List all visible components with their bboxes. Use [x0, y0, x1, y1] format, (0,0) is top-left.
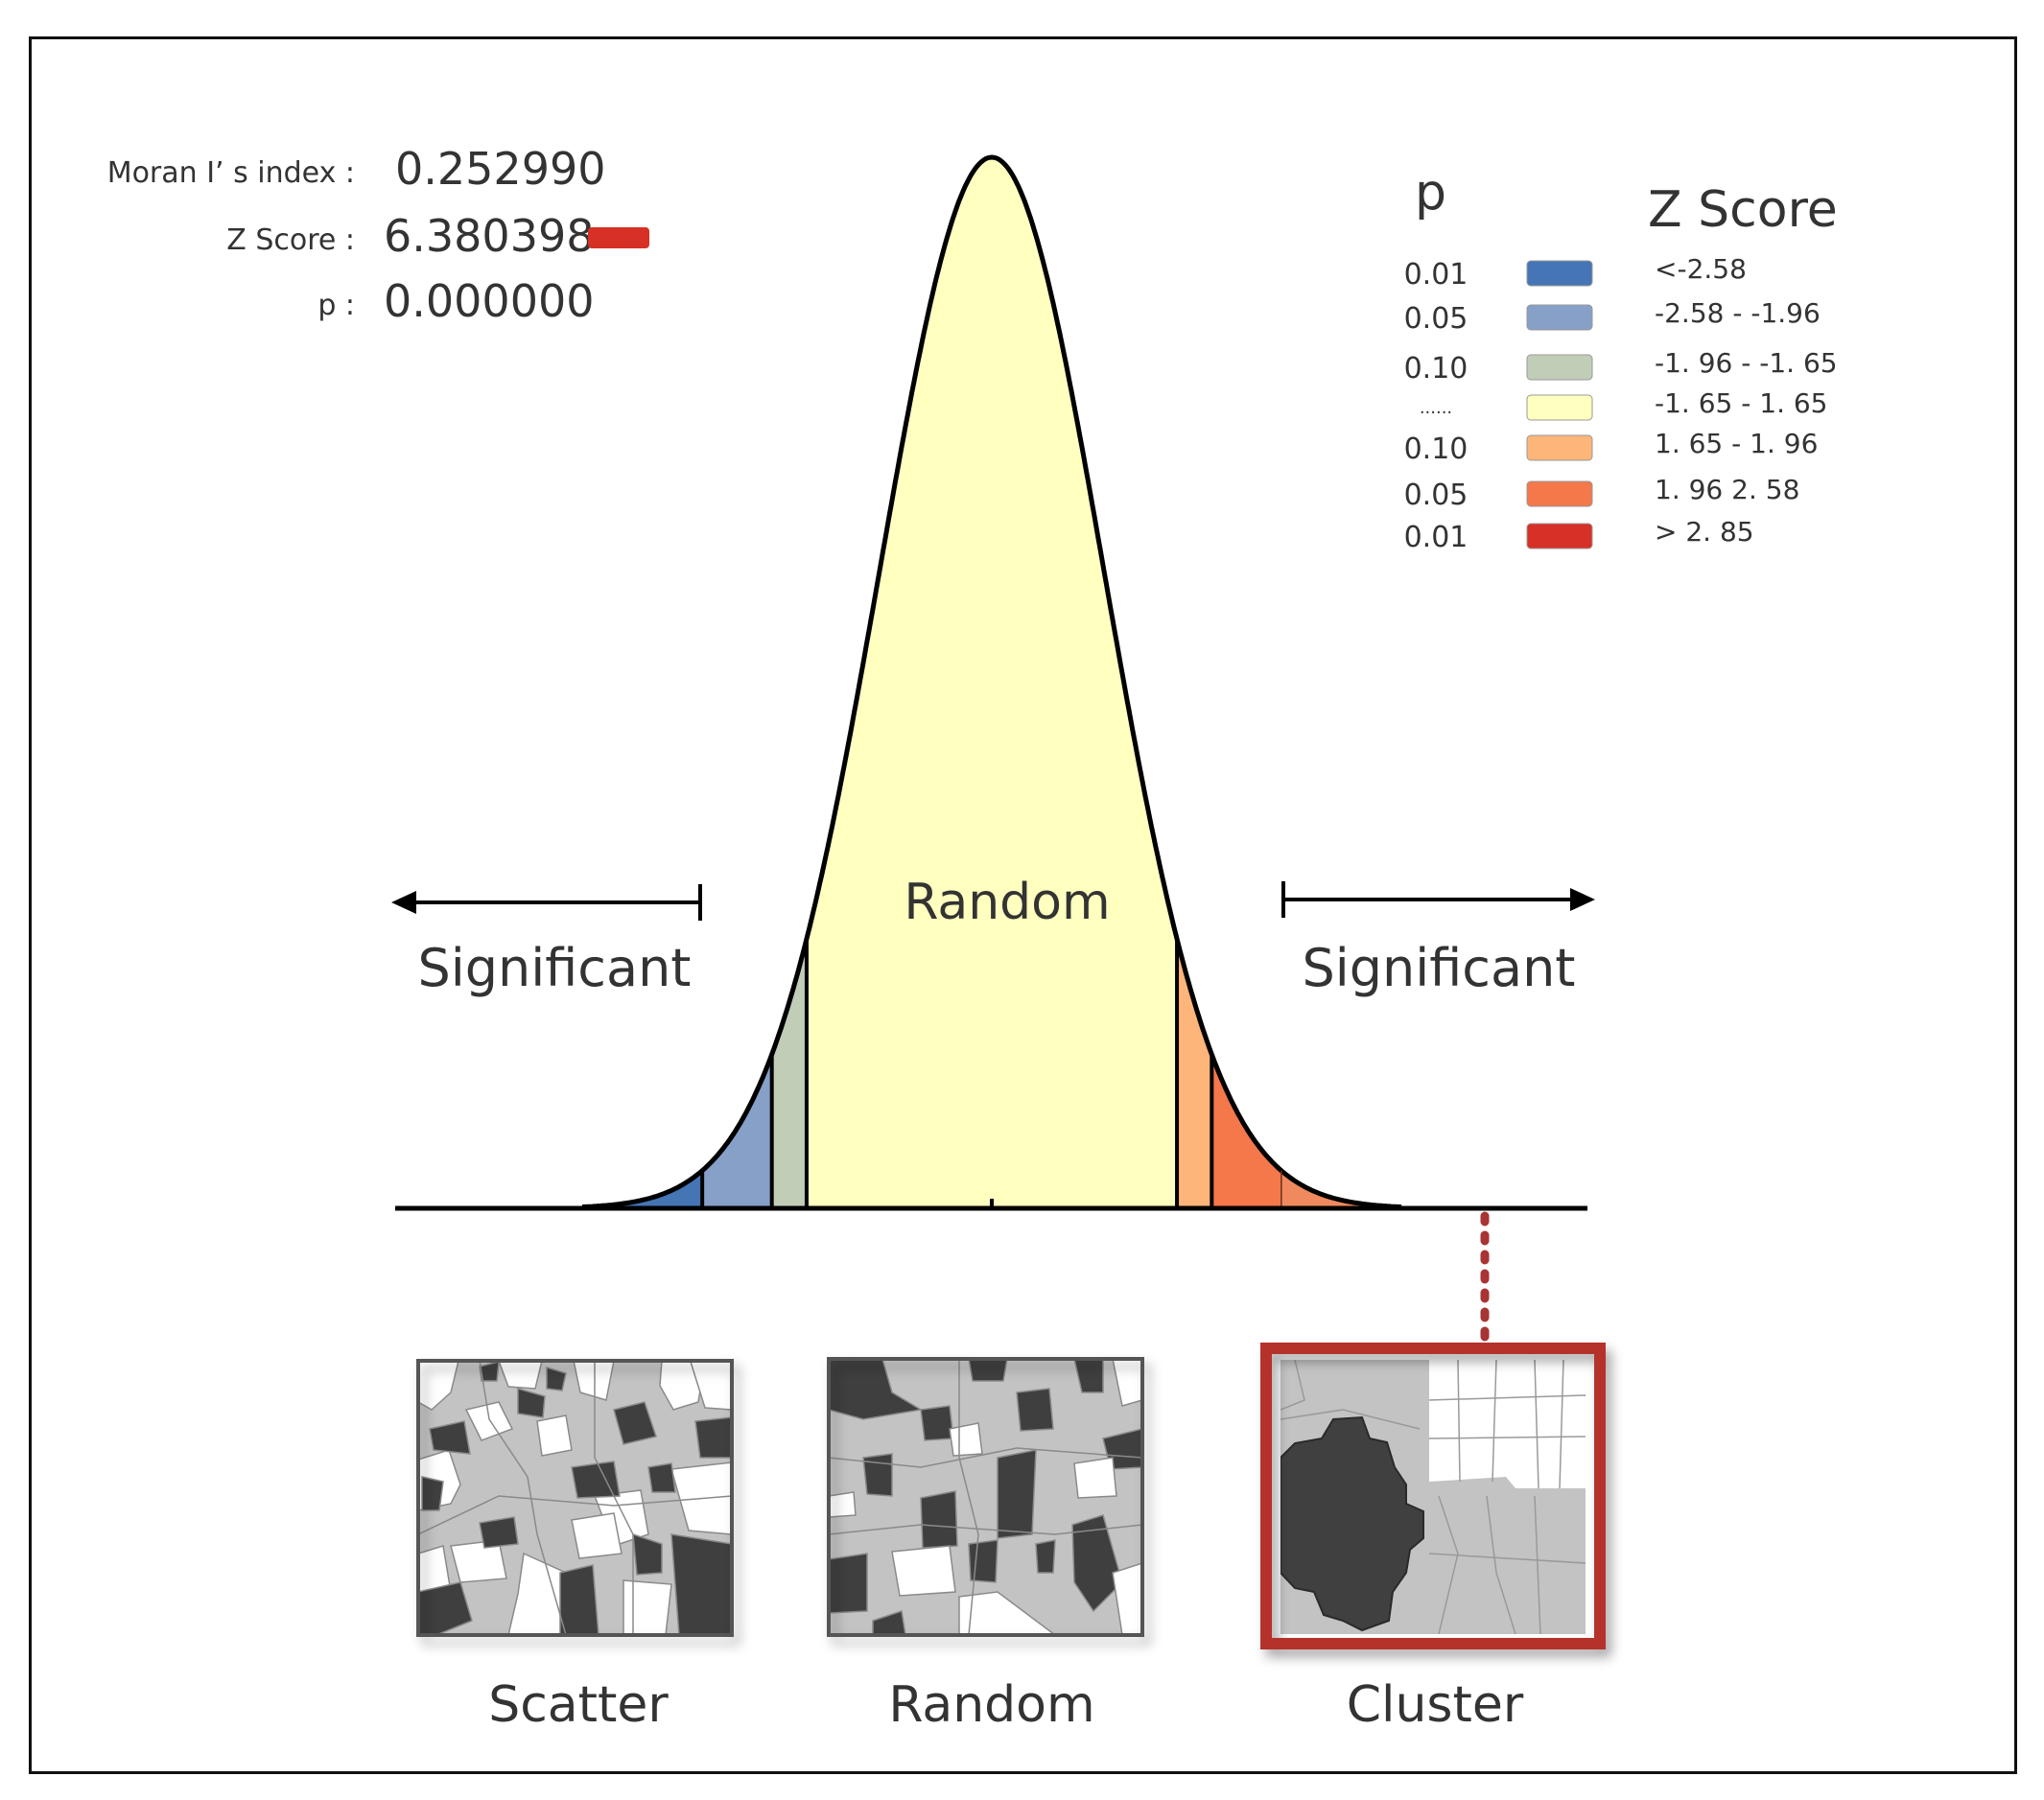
right-significant-arrow — [1281, 881, 1595, 918]
legend-p-value-1: 0.05 — [1404, 302, 1468, 336]
legend-swatch-6 — [1526, 523, 1593, 549]
z-score-marker — [588, 227, 649, 248]
legend: p Z Score 0.01 <-2.58 0.05 -2.58 - -1.96 0.1… — [1404, 164, 1838, 554]
legend-p-value-6: 0.01 — [1404, 521, 1468, 554]
legend-z-range-4: 1. 65 - 1. 96 — [1655, 428, 1818, 459]
legend-p-value-5: 0.05 — [1404, 479, 1468, 512]
legend-p-value-4: 0.10 — [1404, 432, 1468, 466]
random-pattern-label: Random — [888, 1676, 1094, 1734]
region-right-010 — [1177, 939, 1212, 1208]
p-label: p : — [317, 289, 355, 322]
random-map — [827, 1357, 1144, 1637]
legend-swatch-5 — [1526, 480, 1593, 507]
legend-z-range-3: -1. 65 - 1. 65 — [1655, 387, 1828, 419]
curve-outline — [581, 154, 1402, 1210]
legend-p-value-3: ······ — [1420, 403, 1452, 423]
left-significant-label: Significant — [418, 938, 692, 998]
moran-label: Moran I’ s index : — [107, 156, 355, 190]
curve-dividers — [700, 939, 1282, 1208]
z-score-value: 6.380398 — [384, 210, 595, 262]
legend-p-value-2: 0.10 — [1404, 352, 1468, 386]
cluster-map — [1260, 1343, 1606, 1649]
center-random-label: Random — [904, 874, 1110, 931]
figure-frame — [29, 36, 2017, 1774]
legend-z-range-1: -2.58 - -1.96 — [1655, 297, 1821, 329]
legend-z-title: Z Score — [1648, 181, 1838, 239]
distribution-curve — [395, 154, 1587, 1211]
legend-p-title: p — [1415, 164, 1446, 222]
legend-z-range-6: > 2. 85 — [1655, 516, 1754, 548]
legend-z-range-5: 1. 96 2. 58 — [1655, 474, 1799, 505]
legend-p-value-0: 0.01 — [1404, 258, 1468, 292]
p-value: 0.000000 — [384, 275, 595, 327]
region-middle — [807, 157, 1177, 1208]
legend-swatch-4 — [1526, 434, 1593, 461]
legend-rows: 0.01 <-2.58 0.05 -2.58 - -1.96 0.10 -1. 96 - … — [1404, 253, 1838, 554]
legend-swatch-2 — [1526, 354, 1593, 381]
legend-swatch-0 — [1526, 260, 1593, 287]
region-left-001 — [599, 1170, 703, 1208]
right-significant-label: Significant — [1303, 938, 1576, 998]
legend-z-range-0: <-2.58 — [1655, 253, 1747, 285]
z-score-label: Z Score : — [226, 223, 355, 257]
legend-swatch-1 — [1526, 304, 1593, 331]
legend-z-range-2: -1. 96 - -1. 65 — [1655, 347, 1838, 379]
curve-regions — [599, 157, 1385, 1208]
moran-value: 0.252990 — [395, 143, 606, 195]
cluster-label: Cluster — [1347, 1676, 1524, 1734]
scatter-map — [416, 1359, 734, 1637]
left-significant-arrow — [391, 884, 702, 921]
region-left-010 — [771, 939, 807, 1208]
scatter-label: Scatter — [488, 1676, 669, 1734]
legend-swatch-3 — [1526, 394, 1593, 421]
region-right-001 — [1280, 1170, 1385, 1208]
